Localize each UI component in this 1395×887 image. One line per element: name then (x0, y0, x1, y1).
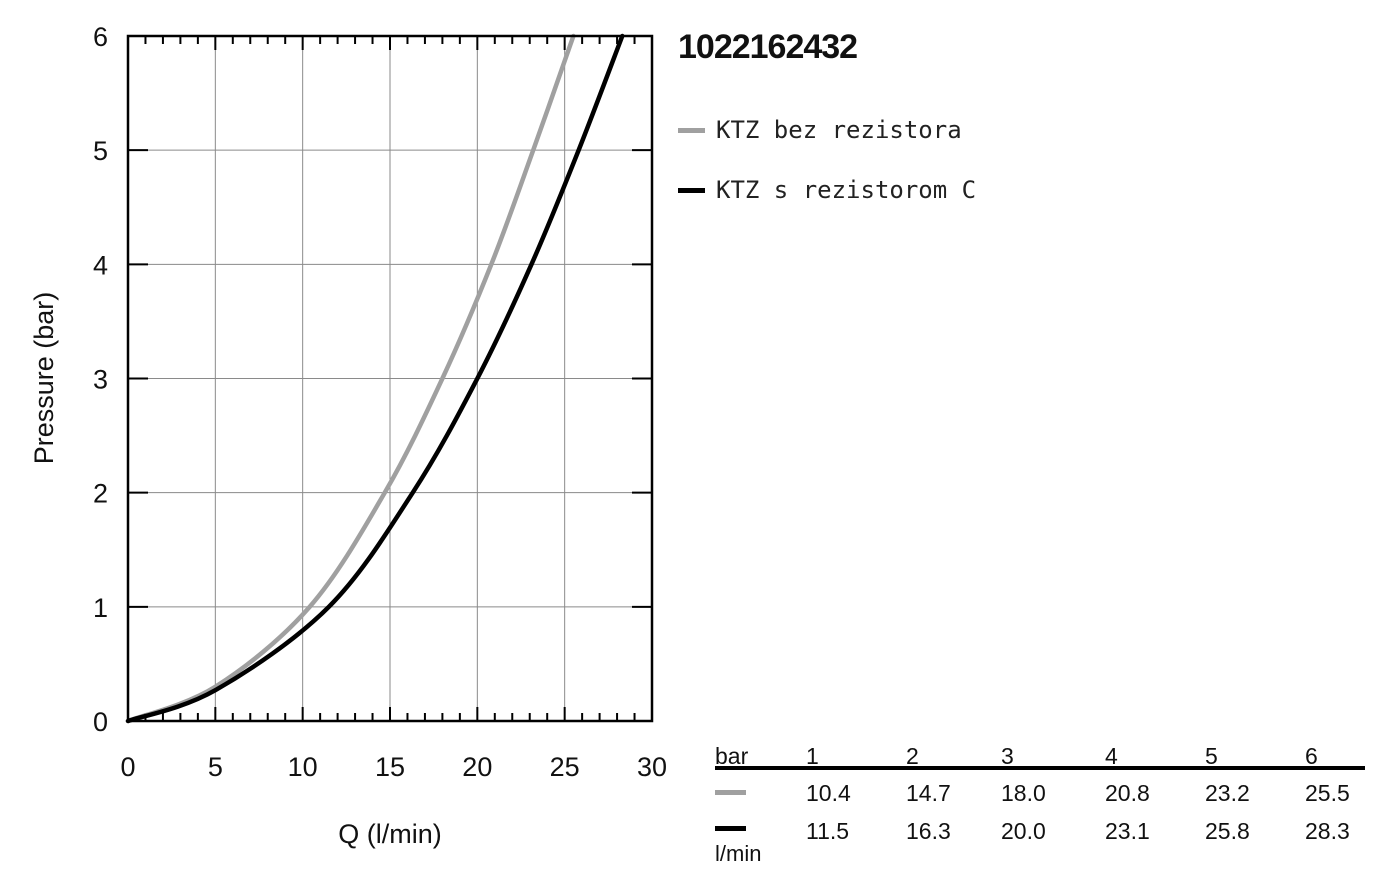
legend-swatch-black (678, 187, 705, 193)
table-col-header: 1 (806, 743, 819, 769)
table-header-label: bar (715, 743, 749, 769)
table-col-header: 6 (1305, 743, 1318, 769)
table-col-header: 2 (906, 743, 919, 769)
table-row-swatch-gray (715, 790, 746, 795)
y-tick-label: 0 (93, 707, 108, 737)
table-cell: 20.0 (1001, 818, 1046, 844)
series-line-2 (125, 33, 625, 724)
x-axis-label: Q (l/min) (338, 819, 442, 849)
y-tick-label: 6 (93, 22, 108, 52)
table-cell: 25.5 (1305, 780, 1350, 806)
table-cell: 18.0 (1001, 780, 1046, 806)
table-col-header: 4 (1105, 743, 1118, 769)
x-tick-label: 0 (120, 752, 135, 782)
legend-label: KTZ s rezistorom C (716, 176, 977, 204)
table-col-header: 5 (1205, 743, 1218, 769)
x-tick-label: 15 (375, 752, 405, 782)
table-cell: 23.2 (1205, 780, 1250, 806)
table-unit-label: l/min (715, 841, 762, 866)
y-axis-label: Pressure (bar) (29, 292, 59, 465)
table-cell: 28.3 (1305, 818, 1350, 844)
table-cell: 20.8 (1105, 780, 1150, 806)
y-tick-label: 3 (93, 365, 108, 395)
legend-item-s-rezistorom: KTZ s rezistorom C (678, 176, 976, 204)
legend-swatch-gray (678, 127, 705, 133)
chart-title: 1022162432 (678, 28, 858, 66)
x-tick-label: 25 (550, 752, 580, 782)
y-tick-label: 2 (93, 479, 108, 509)
y-tick-label: 1 (93, 593, 108, 623)
table-cell: 14.7 (906, 780, 951, 806)
plot-frame (126, 34, 654, 723)
table-col-header: 3 (1001, 743, 1014, 769)
table-row-swatch-black (715, 826, 746, 831)
table-cell: 10.4 (806, 780, 851, 806)
table-cell: 16.3 (906, 818, 951, 844)
table-rule (715, 766, 1365, 770)
series-line-1 (125, 33, 576, 724)
x-tick-label: 20 (462, 752, 492, 782)
grid-lines (128, 36, 652, 721)
legend-item-bez-rezistora: KTZ bez rezistora (678, 116, 962, 144)
table-cell: 25.8 (1205, 818, 1250, 844)
x-tick-label: 30 (637, 752, 667, 782)
series-lines (125, 33, 625, 724)
x-tick-label: 10 (288, 752, 318, 782)
table-cell: 11.5 (806, 818, 850, 844)
x-tick-label: 5 (208, 752, 223, 782)
y-tick-label: 4 (93, 250, 108, 280)
table-cell: 23.1 (1105, 818, 1150, 844)
legend-label: KTZ bez rezistora (716, 116, 962, 144)
tick-labels: 0 5 10 15 20 25 30 0 1 2 3 4 5 6 (93, 22, 667, 782)
y-tick-label: 5 (93, 136, 108, 166)
